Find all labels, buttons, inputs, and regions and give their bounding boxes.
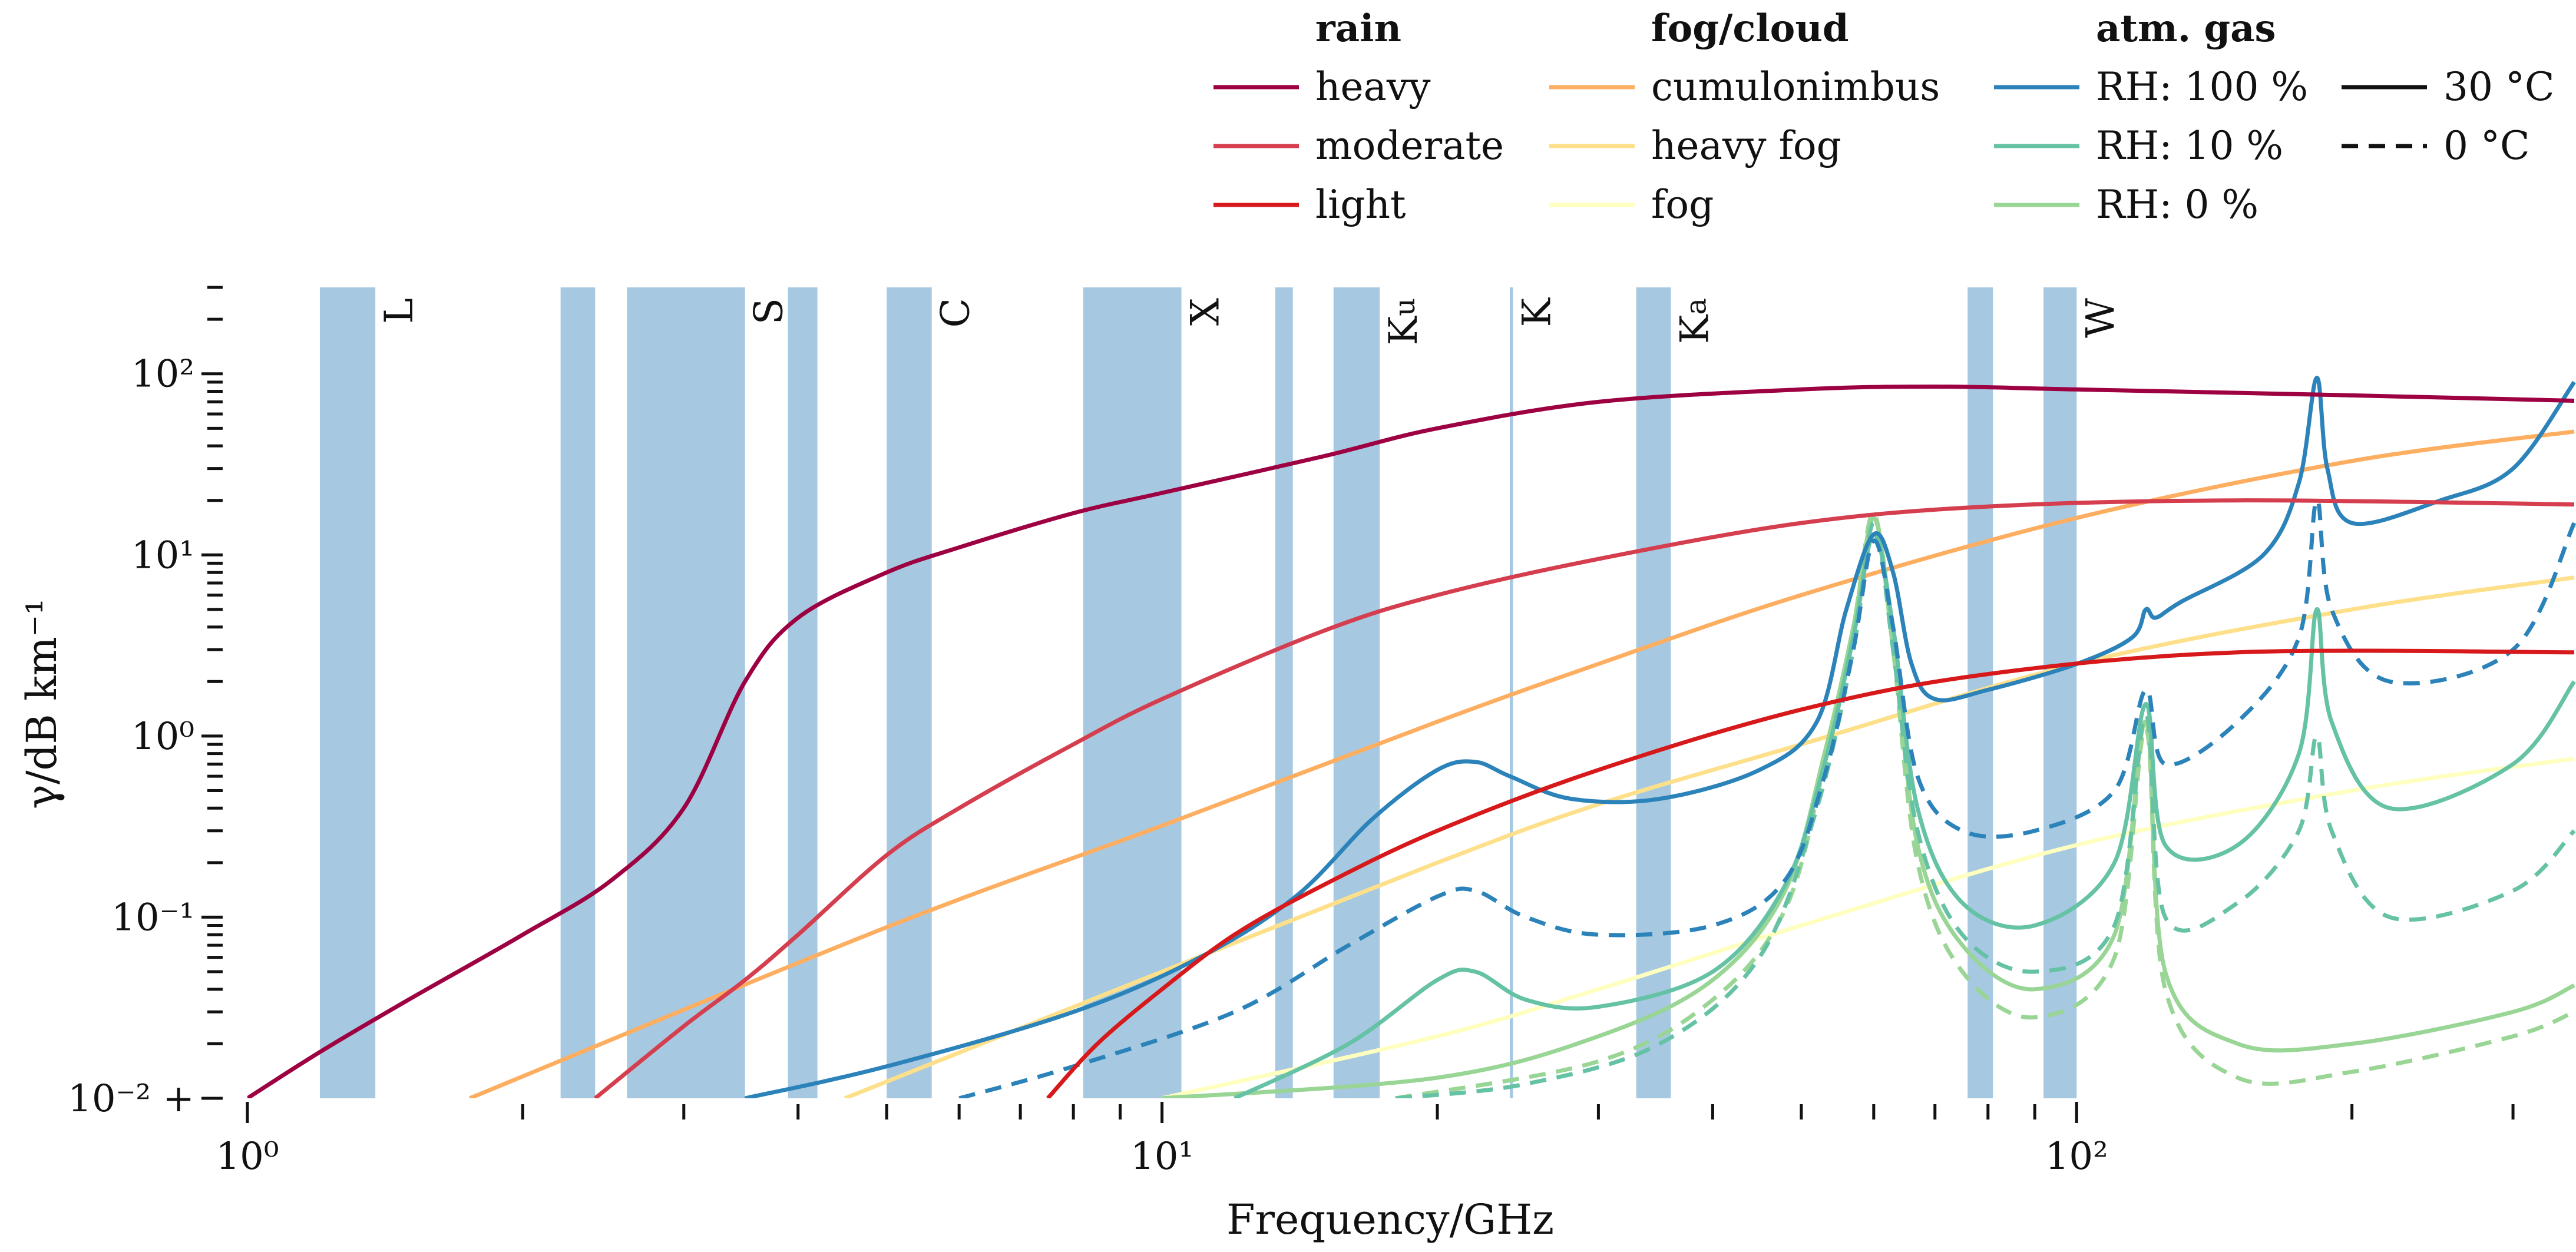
y-tick-label: 10² xyxy=(131,353,194,396)
legend-title-fog-cloud: fog/cloud xyxy=(1651,6,1849,51)
legend-entry-heavy: heavy xyxy=(1315,64,1431,110)
band-w xyxy=(2043,287,2077,1098)
series-rh-100-0-c xyxy=(958,498,2576,1098)
x-tick-label: 10¹ xyxy=(1130,1135,1193,1178)
series-rain-moderate xyxy=(594,498,2575,1098)
series-cumulonimbus xyxy=(468,429,2575,1098)
band-ku xyxy=(1333,287,1380,1098)
band-x xyxy=(1083,287,1182,1098)
y-axis-label: γ/dB km⁻¹ xyxy=(18,598,66,809)
legend-entry-fog: fog xyxy=(1651,182,1714,227)
legend-entry-rh-10: RH: 10 % xyxy=(2096,123,2283,168)
x-axis-label: Frequency/GHz xyxy=(1226,1195,1554,1244)
band-label-k: K xyxy=(1514,297,1559,327)
band-unlabeled-6 xyxy=(1275,287,1293,1098)
y-tick-label: 10⁰ xyxy=(131,715,194,759)
legend-entry-rh-0: RH: 0 % xyxy=(2096,182,2258,227)
legend-entry-0-c: 0 °C xyxy=(2443,123,2529,168)
legend-entry-cumulonimbus: cumulonimbus xyxy=(1651,64,1940,110)
legend-entry-30-c: 30 °C xyxy=(2443,64,2554,110)
band-label-w: W xyxy=(2078,298,2123,338)
band-unlabeled-1 xyxy=(560,287,596,1098)
series-fog xyxy=(1161,756,2575,1098)
legend-entry-heavy-fog: heavy fog xyxy=(1651,123,1841,168)
legend-entry-light: light xyxy=(1315,182,1406,227)
series-lines xyxy=(247,376,2576,1098)
frequency-bands xyxy=(319,287,2077,1098)
band-s xyxy=(627,287,745,1098)
band-l xyxy=(319,287,376,1098)
legend: rain heavy moderate light fog/cloud cumulonim… xyxy=(1213,6,2554,227)
band-ka xyxy=(1636,287,1671,1098)
legend-title-atm-gas: atm. gas xyxy=(2096,6,2276,51)
band-labels: L S C X Ku K Ka W xyxy=(376,297,2123,345)
series-heavy-fog xyxy=(844,575,2575,1098)
y-tick-label: 10⁻² + xyxy=(68,1077,194,1121)
legend-entry-rh-100: RH: 100 % xyxy=(2096,64,2308,110)
series-rain-light xyxy=(1046,648,2575,1098)
series-rh-100-30-c xyxy=(744,376,2576,1098)
legend-title-rain: rain xyxy=(1315,6,1401,51)
x-tick-label: 10⁰ xyxy=(216,1135,279,1178)
band-c xyxy=(887,287,932,1098)
series-rh-10-0-c xyxy=(1395,521,2576,1098)
band-label-ka: Ka xyxy=(1672,298,1717,344)
band-label-ku: Ku xyxy=(1381,298,1426,345)
legend-entry-moderate: moderate xyxy=(1315,123,1504,168)
series-rain-heavy xyxy=(247,385,2575,1098)
band-label-l: L xyxy=(376,298,422,324)
band-label-c: C xyxy=(932,298,978,328)
y-tick-label: 10¹ xyxy=(131,534,194,577)
series-rh-10-30-c xyxy=(1234,532,2576,1098)
band-unlabeled-3 xyxy=(788,287,818,1098)
x-tick-label: 10² xyxy=(2045,1135,2108,1178)
axes: 10⁰ 10¹ 10² 10⁻² + 10⁻¹ 10⁰ 10¹ 10² xyxy=(68,286,2515,1178)
y-tick-label: 10⁻¹ xyxy=(111,896,194,939)
band-label-s: S xyxy=(746,298,792,324)
band-label-x: X xyxy=(1182,298,1228,326)
